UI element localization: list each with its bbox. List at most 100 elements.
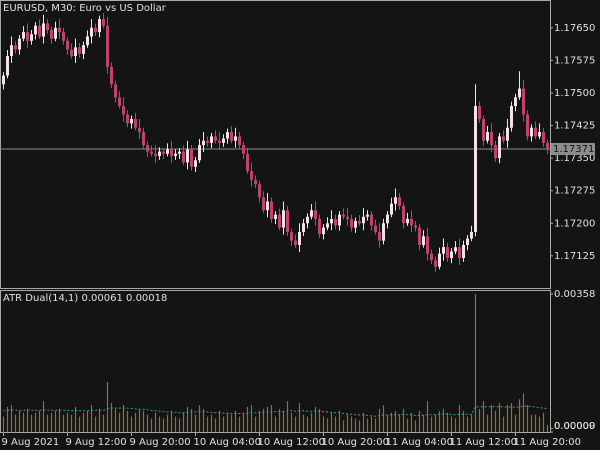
candle-body: [74, 47, 77, 57]
x-tick-label: 9 Aug 12:00: [66, 437, 127, 448]
candle-body: [282, 210, 285, 228]
candle-body: [338, 214, 341, 226]
candle-body: [226, 132, 229, 139]
candle-body: [474, 105, 477, 232]
candle-body: [394, 197, 397, 204]
candle-body: [382, 223, 385, 241]
candle-body: [434, 260, 437, 267]
candle-body: [458, 247, 461, 259]
candle-body: [386, 214, 389, 224]
candle-body: [174, 153, 177, 156]
y-tick-label: 0.00009: [554, 421, 595, 432]
candle-body: [162, 151, 165, 154]
y-tick-label: 1.17200: [554, 218, 595, 229]
candle-body: [66, 40, 69, 50]
y-tick-label: 1.17500: [554, 88, 595, 99]
x-tick-label: 11 Aug 04:00: [386, 437, 453, 448]
candle-body: [446, 247, 449, 259]
candle-body: [534, 127, 537, 137]
candle-body: [430, 253, 433, 261]
candle-body: [346, 216, 349, 219]
plot-layer: [0, 13, 550, 432]
candle-body: [406, 218, 409, 224]
candle-body: [418, 227, 421, 245]
candle-body: [214, 136, 217, 141]
candle-body: [118, 97, 121, 106]
candle-body: [518, 88, 521, 98]
candle-body: [190, 149, 193, 167]
candle-body: [90, 27, 93, 37]
candle-body: [234, 136, 237, 141]
candle-body: [286, 210, 289, 232]
candle-body: [342, 214, 345, 217]
candle-body: [106, 25, 109, 67]
candle-body: [194, 160, 197, 167]
candle-body: [334, 218, 337, 226]
x-tick-label: 9 Aug 2021: [2, 437, 60, 448]
candle-body: [134, 119, 137, 128]
candle-body: [142, 132, 145, 146]
y-tick-label: 0.00000: [554, 421, 595, 432]
candle-body: [314, 210, 317, 219]
candle-body: [58, 27, 61, 33]
candle-body: [310, 210, 313, 217]
candle-body: [278, 214, 281, 228]
candle-body: [186, 149, 189, 163]
candle-body: [266, 201, 269, 211]
candle-body: [166, 149, 169, 154]
y-tick-label: 1.17275: [554, 186, 595, 197]
candle-body: [62, 32, 65, 41]
candle-body: [42, 23, 45, 37]
candle-body: [454, 247, 457, 252]
candle-body: [34, 25, 37, 35]
candle-body: [366, 214, 369, 217]
candle-body: [158, 151, 161, 156]
candle-body: [258, 184, 261, 198]
candle-body: [150, 151, 153, 154]
candle-body: [378, 231, 381, 241]
y-tick-label: 1.17350: [554, 153, 595, 164]
y-tick-label: 1.17125: [554, 251, 595, 262]
candle-body: [114, 84, 117, 98]
candle-body: [546, 142, 549, 149]
candle-body: [350, 218, 353, 228]
candle-body: [14, 45, 17, 50]
candle-body: [2, 75, 5, 85]
x-tick-label: 10 Aug 04:00: [194, 437, 261, 448]
candle-body: [170, 149, 173, 156]
candle-body: [230, 132, 233, 141]
candle-body: [486, 132, 489, 141]
candle-body: [98, 19, 101, 33]
candle-body: [222, 138, 225, 143]
candle-body: [462, 244, 465, 259]
candle-body: [78, 47, 81, 54]
candle-body: [254, 179, 257, 185]
candle-body: [438, 253, 441, 267]
candle-body: [250, 171, 253, 180]
candle-body: [94, 27, 97, 33]
x-tick-label: 11 Aug 20:00: [514, 437, 581, 448]
candle-body: [198, 145, 201, 161]
candle-body: [478, 105, 481, 120]
candle-body: [238, 136, 241, 146]
candle-body: [358, 221, 361, 224]
atr-line: [3, 405, 548, 417]
candle-body: [262, 197, 265, 211]
y-tick-label: 1.17650: [554, 23, 595, 34]
candle-body: [70, 49, 73, 57]
candle-body: [202, 140, 205, 146]
candle-body: [126, 114, 129, 124]
candle-body: [102, 19, 105, 26]
candle-body: [470, 231, 473, 239]
candle-body: [374, 225, 377, 232]
candle-body: [122, 105, 125, 115]
candle-body: [26, 32, 29, 41]
candle-body: [398, 197, 401, 206]
candle-body: [246, 153, 249, 172]
price-label-box: [551, 142, 595, 155]
candle-body: [330, 218, 333, 224]
candle-body: [302, 223, 305, 232]
candle-body: [10, 45, 13, 57]
